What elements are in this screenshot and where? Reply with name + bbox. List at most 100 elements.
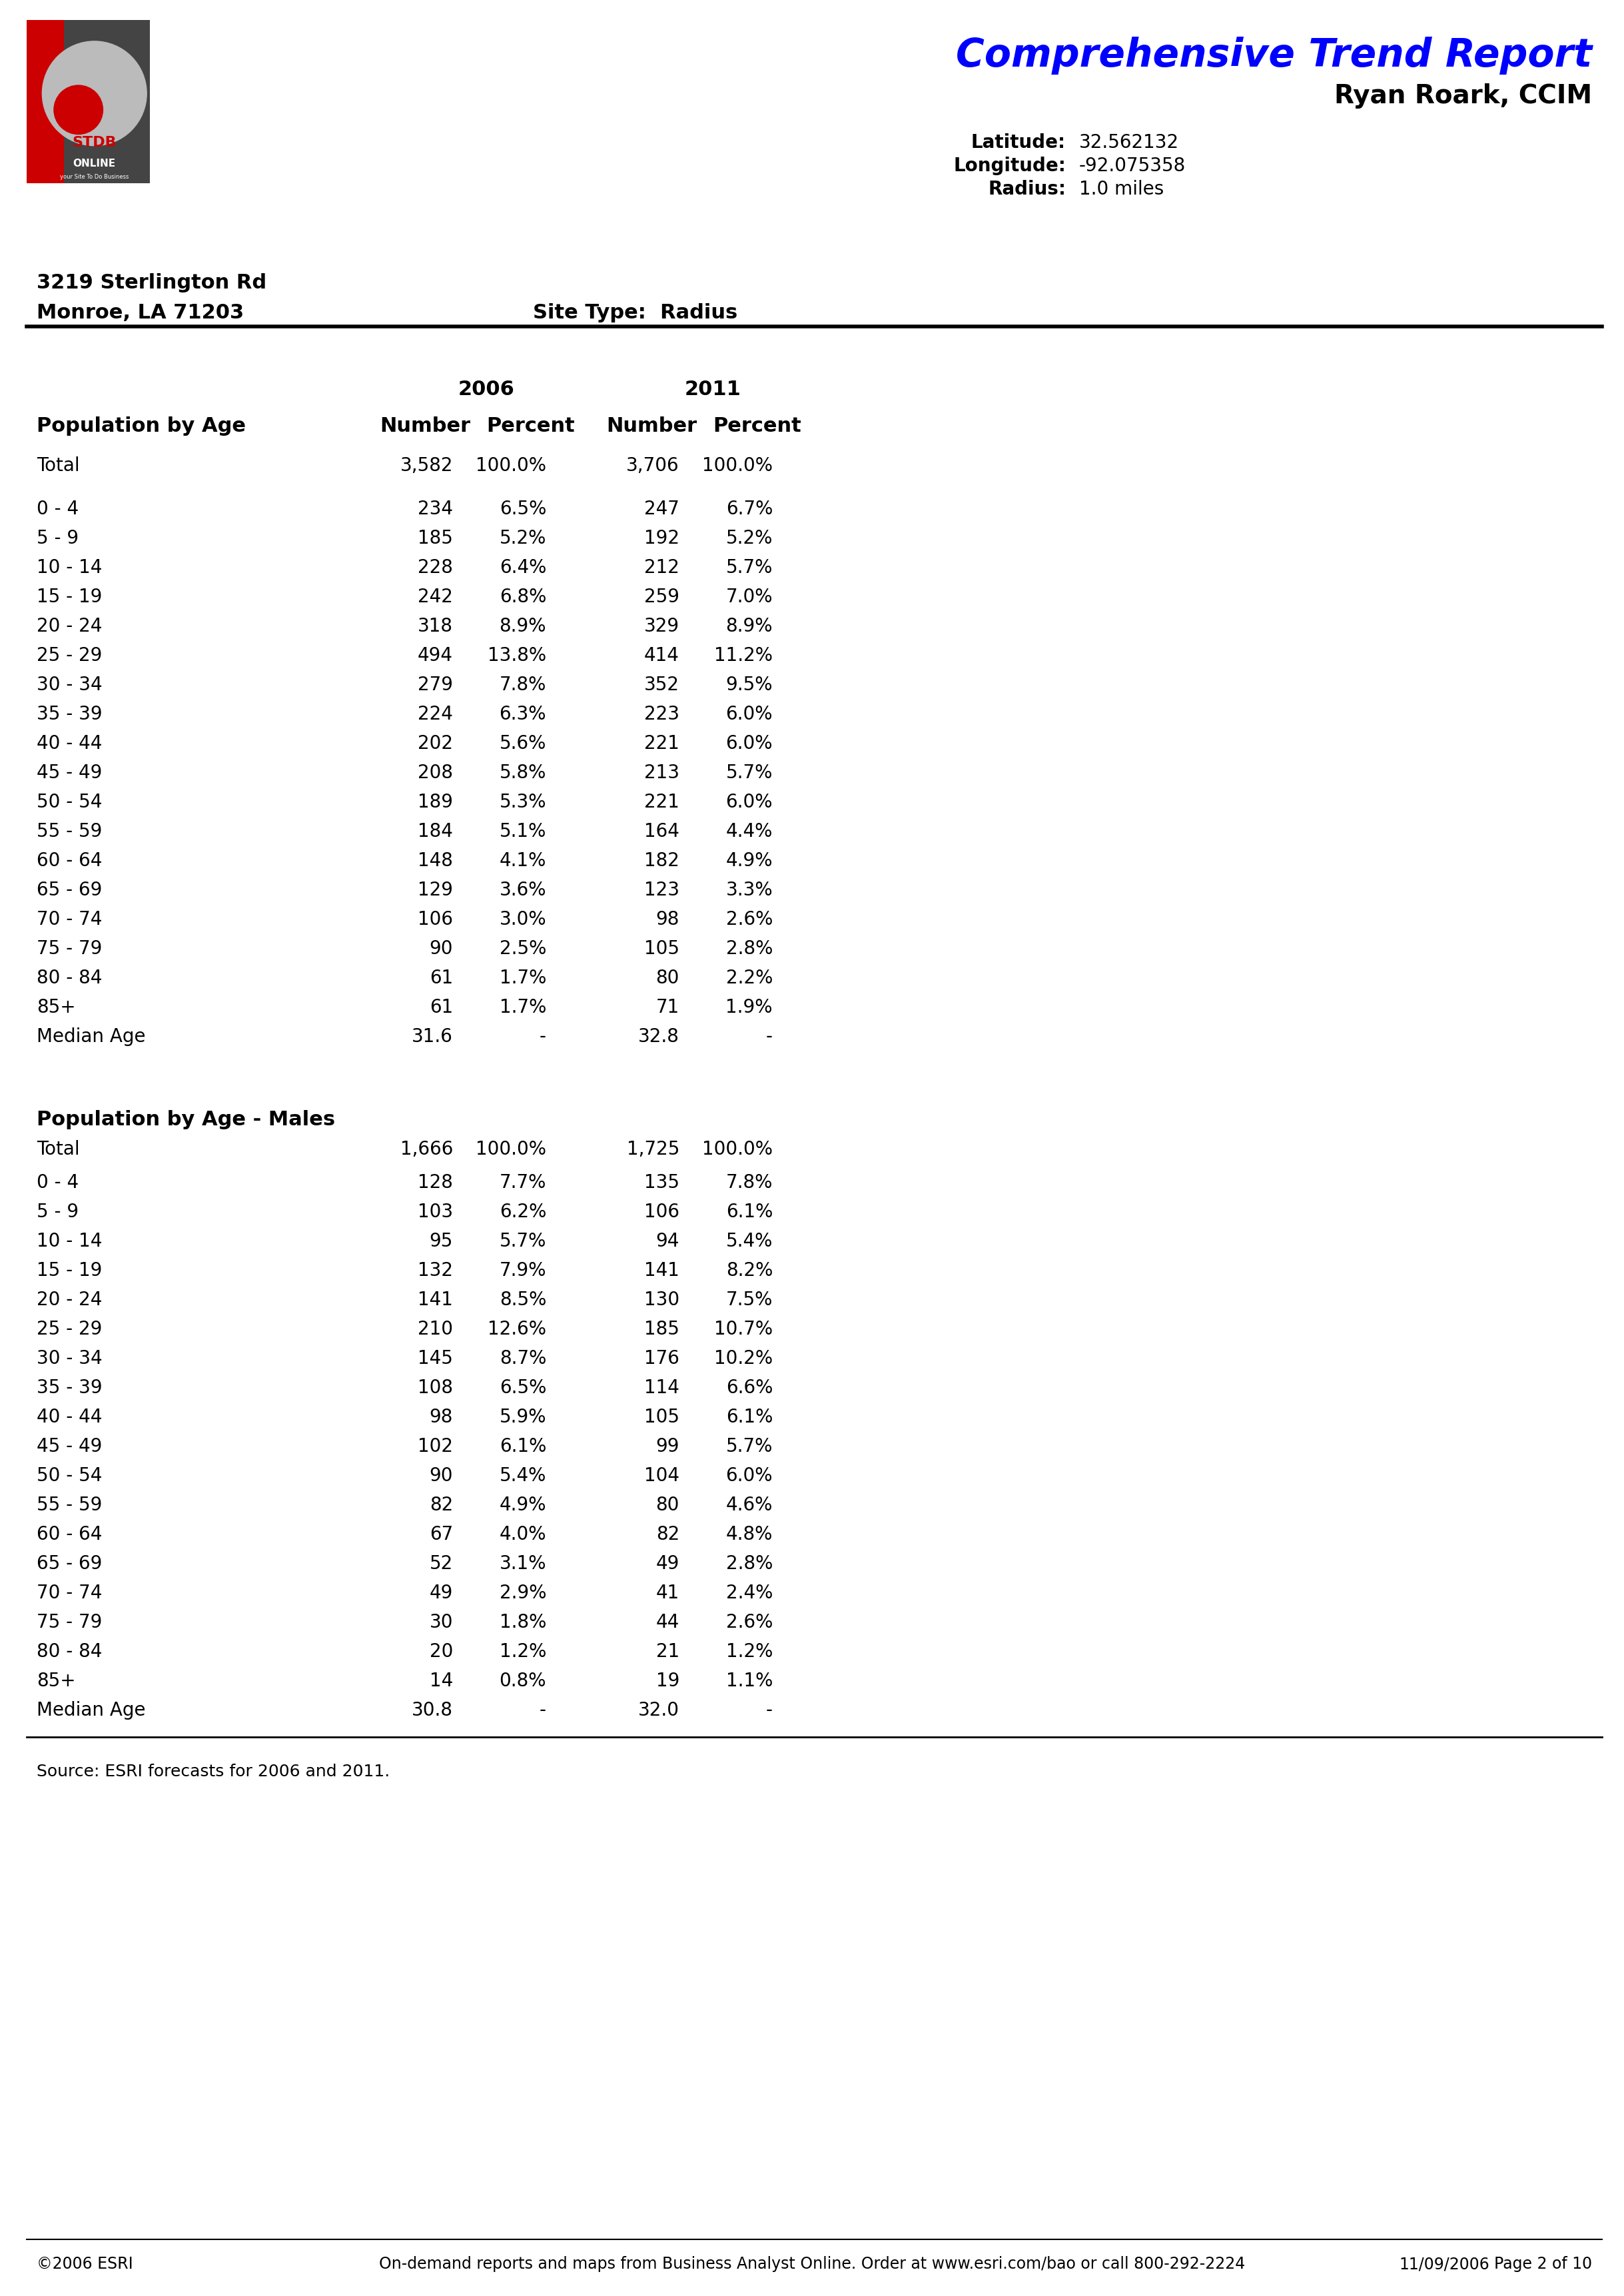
Text: 6.8%: 6.8%	[499, 588, 546, 606]
Text: 7.7%: 7.7%	[499, 1173, 546, 1192]
Text: 90: 90	[429, 1467, 453, 1486]
Text: -: -	[767, 1026, 773, 1047]
Text: 70 - 74: 70 - 74	[37, 909, 102, 930]
Text: 82: 82	[656, 1525, 679, 1543]
Text: 14: 14	[429, 1671, 453, 1690]
Text: 50 - 54: 50 - 54	[37, 792, 102, 810]
Text: 80: 80	[656, 969, 679, 987]
Text: 4.8%: 4.8%	[726, 1525, 773, 1543]
Text: 106: 106	[645, 1203, 679, 1221]
Text: 0 - 4: 0 - 4	[37, 501, 78, 519]
Text: 60 - 64: 60 - 64	[37, 852, 102, 870]
Text: 20 - 24: 20 - 24	[37, 618, 102, 636]
Text: 189: 189	[417, 792, 453, 810]
Text: 202: 202	[417, 735, 453, 753]
Text: 123: 123	[645, 882, 679, 900]
Text: 98: 98	[429, 1407, 453, 1426]
Text: Longitude:: Longitude:	[953, 156, 1065, 174]
Text: 102: 102	[417, 1437, 453, 1456]
Text: 25 - 29: 25 - 29	[37, 1320, 102, 1339]
Text: 61: 61	[429, 999, 453, 1017]
Text: 106: 106	[417, 909, 453, 930]
Text: 224: 224	[417, 705, 453, 723]
FancyBboxPatch shape	[26, 21, 149, 184]
Text: Comprehensive Trend Report: Comprehensive Trend Report	[957, 37, 1592, 76]
Text: 5 - 9: 5 - 9	[37, 1203, 78, 1221]
Text: Page 2 of 10: Page 2 of 10	[1494, 2257, 1592, 2273]
Text: 4.9%: 4.9%	[499, 1495, 546, 1515]
Text: 208: 208	[417, 765, 453, 783]
Text: 114: 114	[645, 1378, 679, 1398]
Text: 8.7%: 8.7%	[499, 1350, 546, 1368]
Text: 2.4%: 2.4%	[726, 1584, 773, 1603]
Text: 5.2%: 5.2%	[726, 528, 773, 549]
Text: 192: 192	[645, 528, 679, 549]
Text: 1.2%: 1.2%	[499, 1642, 546, 1660]
Text: 7.8%: 7.8%	[726, 1173, 773, 1192]
Text: 3219 Sterlington Rd: 3219 Sterlington Rd	[37, 273, 266, 292]
Text: 100.0%: 100.0%	[702, 457, 773, 475]
Text: 3.3%: 3.3%	[726, 882, 773, 900]
Text: 212: 212	[645, 558, 679, 576]
Text: 10 - 14: 10 - 14	[37, 1233, 102, 1251]
Text: 129: 129	[417, 882, 453, 900]
Text: 71: 71	[656, 999, 679, 1017]
Text: 15 - 19: 15 - 19	[37, 1261, 102, 1279]
Text: 5 - 9: 5 - 9	[37, 528, 78, 549]
Text: 4.9%: 4.9%	[726, 852, 773, 870]
Text: 85+: 85+	[37, 1671, 76, 1690]
Text: 98: 98	[656, 909, 679, 930]
Text: 5.4%: 5.4%	[726, 1233, 773, 1251]
Text: 1,725: 1,725	[627, 1141, 679, 1159]
Text: 94: 94	[656, 1233, 679, 1251]
Text: 45 - 49: 45 - 49	[37, 1437, 102, 1456]
Text: 100.0%: 100.0%	[476, 1141, 546, 1159]
Text: 176: 176	[645, 1350, 679, 1368]
Text: 1.9%: 1.9%	[726, 999, 773, 1017]
Text: Number: Number	[606, 416, 697, 436]
Text: 135: 135	[645, 1173, 679, 1192]
Text: 259: 259	[645, 588, 679, 606]
Text: 4.4%: 4.4%	[726, 822, 773, 840]
Text: 5.9%: 5.9%	[499, 1407, 546, 1426]
Text: 30.8: 30.8	[411, 1701, 453, 1720]
Text: 55 - 59: 55 - 59	[37, 1495, 102, 1515]
Text: 32.8: 32.8	[638, 1026, 679, 1047]
Text: 19: 19	[656, 1671, 679, 1690]
Text: 210: 210	[417, 1320, 453, 1339]
Text: Number: Number	[380, 416, 471, 436]
Text: 234: 234	[417, 501, 453, 519]
FancyBboxPatch shape	[26, 21, 63, 184]
Text: 4.6%: 4.6%	[726, 1495, 773, 1515]
Text: Percent: Percent	[486, 416, 575, 436]
Text: 0.8%: 0.8%	[499, 1671, 546, 1690]
Text: Percent: Percent	[713, 416, 801, 436]
Text: 247: 247	[645, 501, 679, 519]
Text: 7.8%: 7.8%	[499, 675, 546, 693]
Text: Site Type:  Radius: Site Type: Radius	[533, 303, 737, 321]
Text: 80 - 84: 80 - 84	[37, 969, 102, 987]
Text: 6.7%: 6.7%	[726, 501, 773, 519]
Text: 148: 148	[417, 852, 453, 870]
Text: 11/09/2006: 11/09/2006	[1398, 2257, 1489, 2273]
Text: 223: 223	[645, 705, 679, 723]
Text: 105: 105	[645, 939, 679, 957]
Text: 3.6%: 3.6%	[499, 882, 546, 900]
Text: 5.7%: 5.7%	[499, 1233, 546, 1251]
Text: 70 - 74: 70 - 74	[37, 1584, 102, 1603]
Text: 49: 49	[429, 1584, 453, 1603]
Text: 7.5%: 7.5%	[726, 1290, 773, 1309]
Text: 318: 318	[417, 618, 453, 636]
Text: 105: 105	[645, 1407, 679, 1426]
Text: 3.0%: 3.0%	[499, 909, 546, 930]
Text: 90: 90	[429, 939, 453, 957]
Text: 31.6: 31.6	[412, 1026, 453, 1047]
Text: 185: 185	[417, 528, 453, 549]
Text: 1.2%: 1.2%	[726, 1642, 773, 1660]
Text: 21: 21	[656, 1642, 679, 1660]
Text: ©2006 ESRI: ©2006 ESRI	[37, 2257, 133, 2273]
Text: 67: 67	[429, 1525, 453, 1543]
Text: 6.6%: 6.6%	[726, 1378, 773, 1398]
Text: 65 - 69: 65 - 69	[37, 882, 102, 900]
Circle shape	[54, 85, 102, 133]
